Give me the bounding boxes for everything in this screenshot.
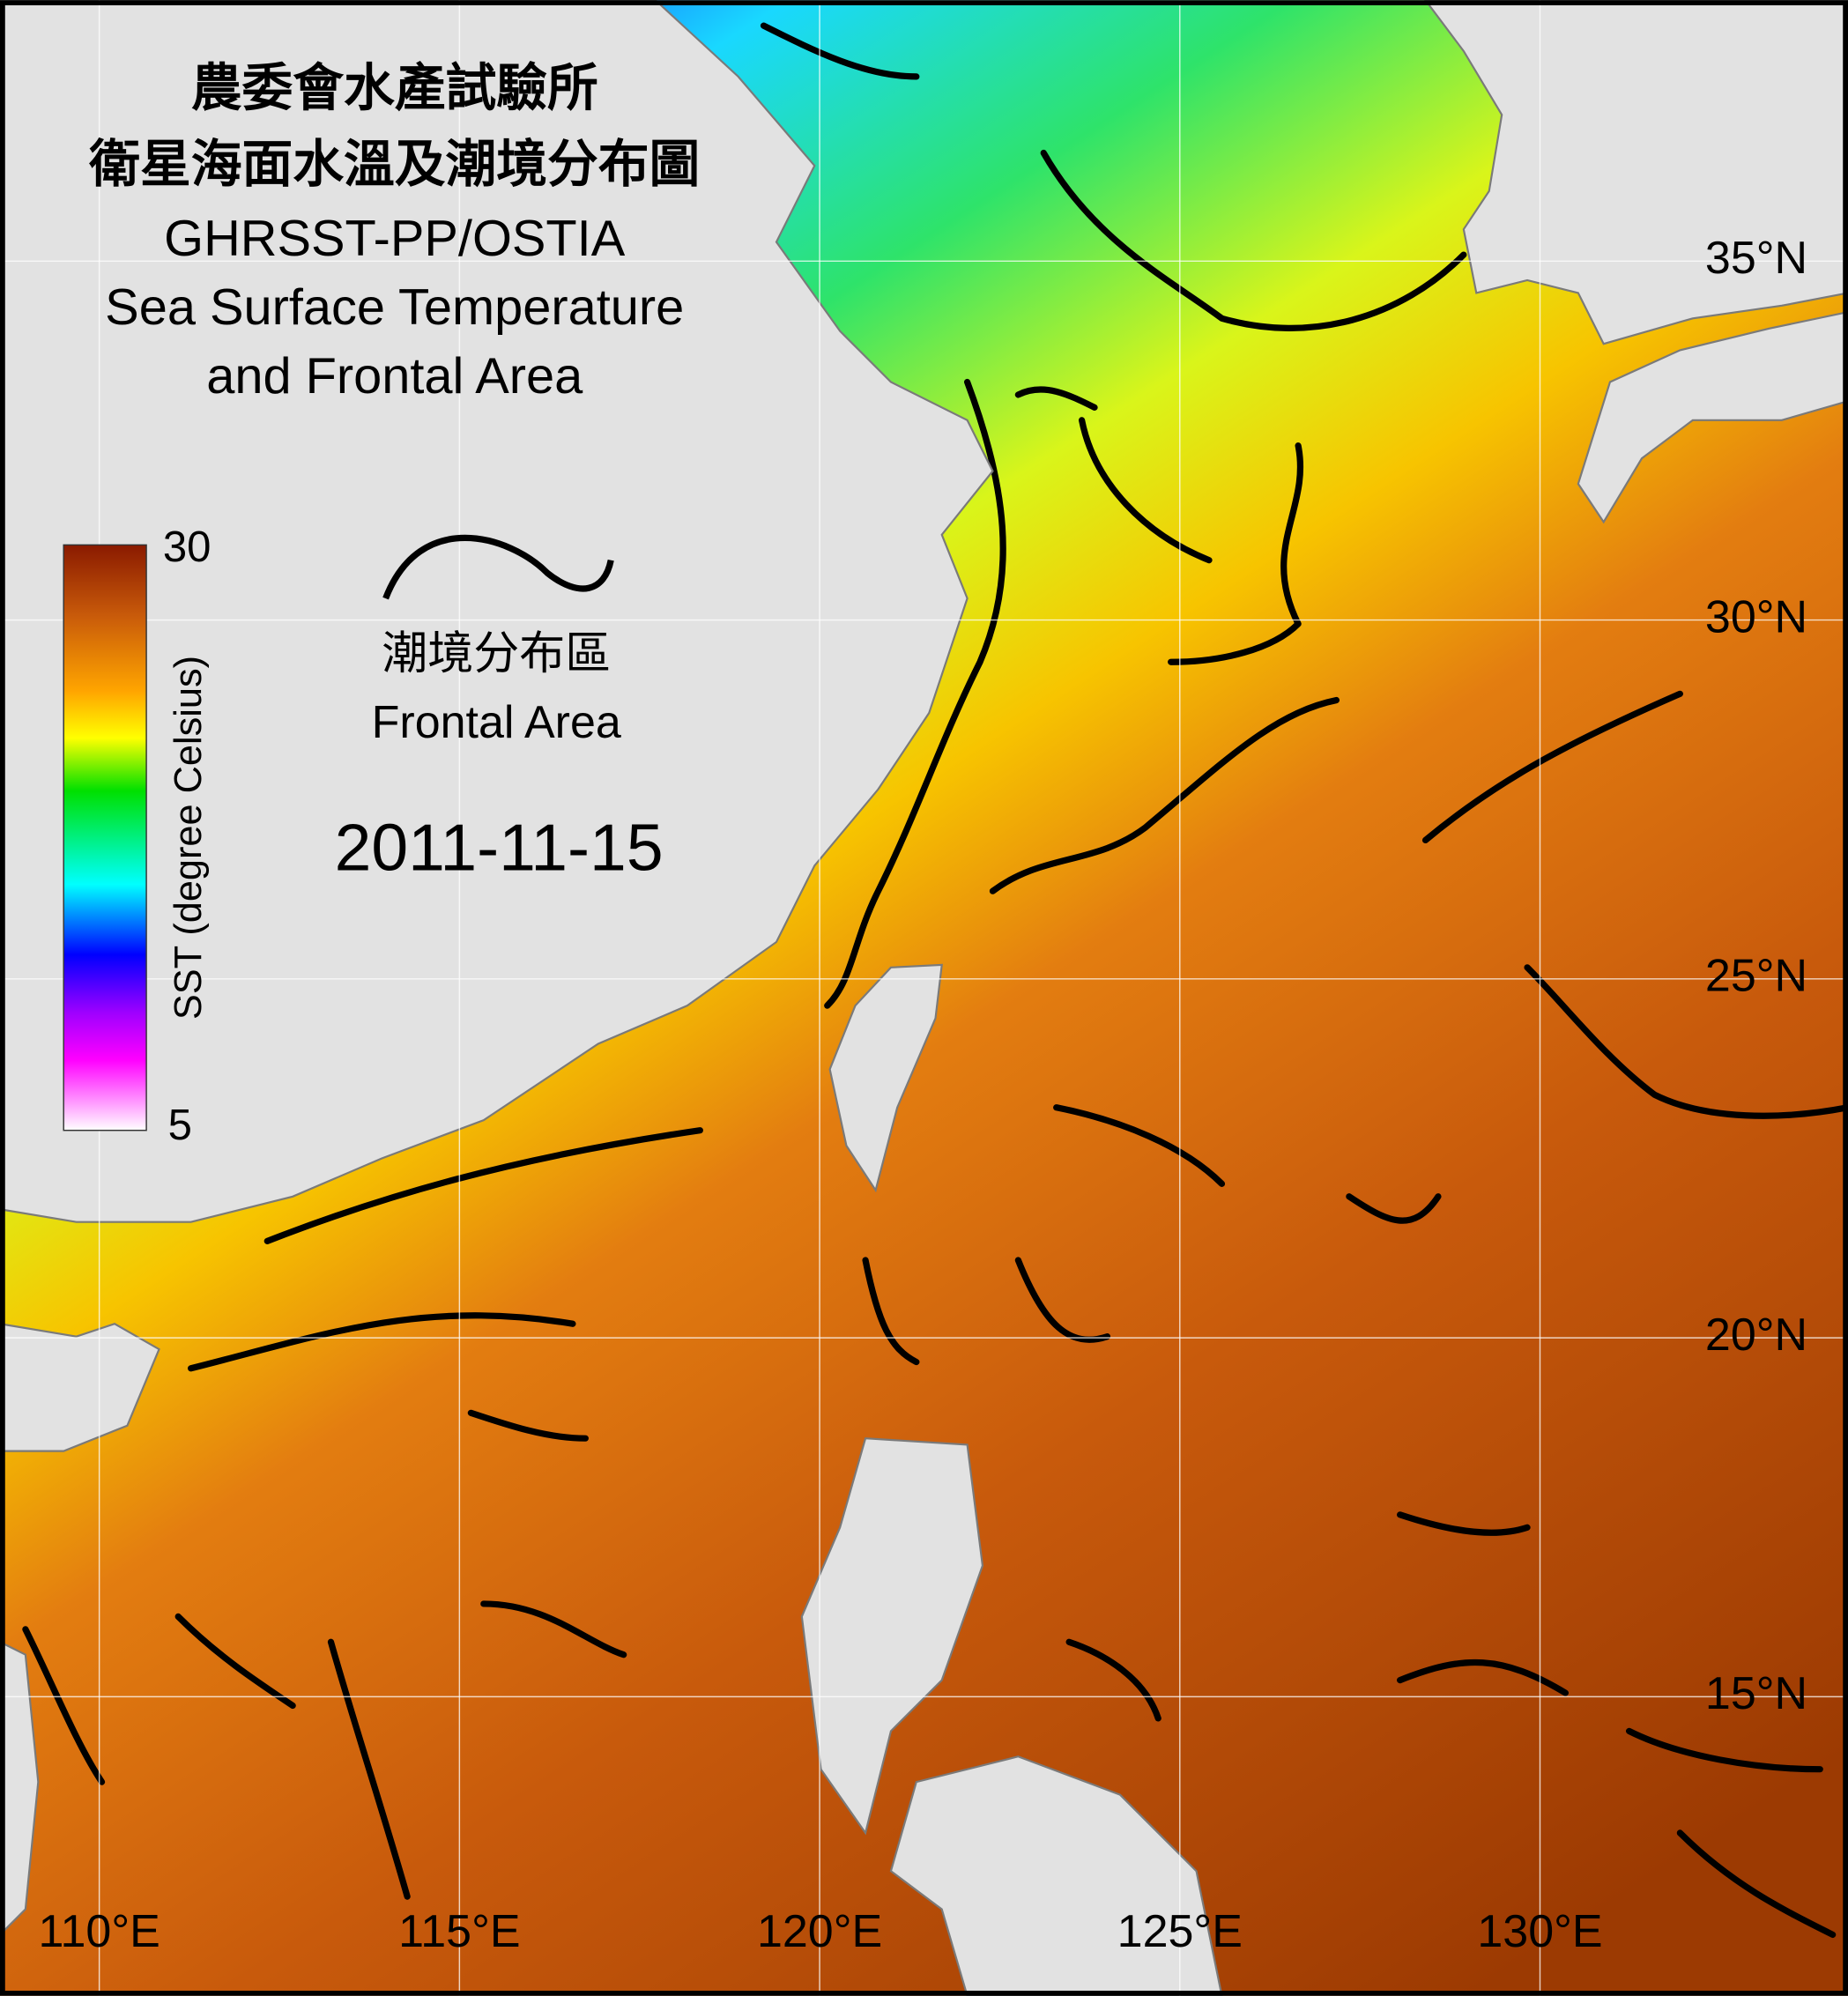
korea [1423,0,1848,345]
indochina [0,1641,40,1936]
lon-label: 110°E [38,1906,160,1957]
legend-en: Frontal Area [372,697,621,748]
lon-label: 125°E [1117,1906,1243,1957]
luzon [800,1437,984,1836]
lat-label: 35°N [1705,233,1807,284]
lon-label: 130°E [1477,1906,1602,1957]
hainan-leizhou [0,1323,160,1452]
lat-label: 20°N [1705,1310,1807,1361]
china-mainland [0,0,994,1223]
legend-symbol [382,534,614,600]
colorbar-min: 5 [168,1102,192,1149]
coordinate-labels: 35°N 30°N 25°N 20°N 15°N 110°E 115°E 120°E 125°E… [38,233,1807,1957]
japan [1577,310,1848,524]
lat-label: 30°N [1705,591,1807,642]
taiwan [828,963,943,1193]
legend-zh: 潮境分布區 [382,628,611,679]
title-line: and Frontal Area [206,348,583,404]
colorbar-max: 30 [163,523,212,571]
colorbar-label: SST (degree Celsius) [167,656,210,1020]
lat-label: 25°N [1705,951,1807,1002]
colorbar [63,544,147,1132]
title-line: Sea Surface Temperature [105,279,684,336]
title-line: 衛星海面水溫及潮境分布圖 [88,137,700,193]
lat-label: 15°N [1705,1668,1807,1719]
date: 2011-11-15 [335,811,664,885]
lon-label: 115°E [398,1906,520,1957]
title-line: GHRSST-PP/OSTIA [164,211,626,267]
title-line: 農委會水產試驗所 [191,60,598,116]
lon-label: 120°E [757,1906,882,1957]
